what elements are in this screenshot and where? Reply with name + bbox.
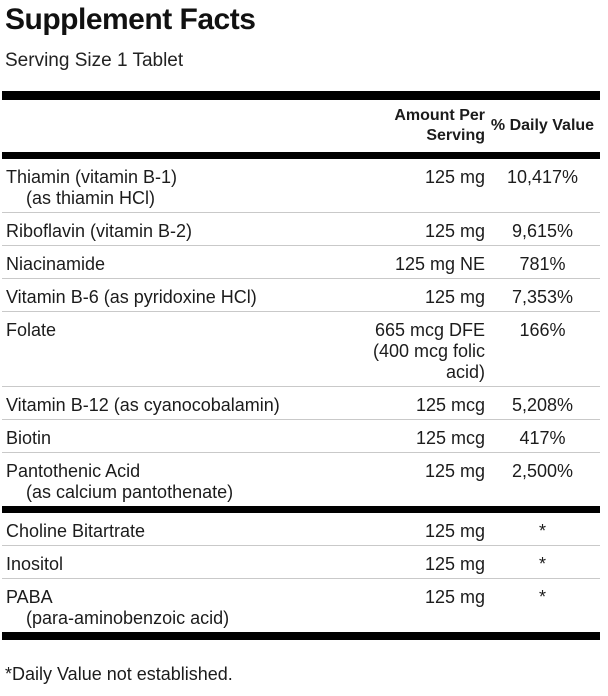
nutrient-name: Vitamin B-6 (as pyridoxine HCl): [2, 287, 355, 308]
nutrient-daily-value: 417%: [519, 428, 566, 448]
nutrient-daily-value: *: [538, 587, 546, 607]
nutrient-name: PABA (para-aminobenzoic acid): [2, 587, 355, 629]
table-row-riboflavin: Riboflavin (vitamin B-2) 125 mg 9,615%: [2, 213, 600, 246]
table-row-folate: Folate 665 mcg DFE (400 mcg folic acid) …: [2, 312, 600, 387]
nutrient-daily-value: 781%: [519, 254, 566, 274]
supplement-facts-panel: Supplement Facts Serving Size 1 Tablet A…: [2, 3, 600, 686]
nutrient-amount: 125 mg: [424, 521, 485, 541]
nutrient-name-line1: PABA: [6, 587, 53, 607]
nutrient-amount: 125 mcg: [415, 428, 485, 448]
nutrient-name: Niacinamide: [2, 254, 355, 275]
nutrient-name: Pantothenic Acid (as calcium pantothenate…: [2, 461, 355, 503]
nutrient-amount: 125 mg: [424, 461, 485, 481]
nutrient-daily-value: *: [538, 521, 546, 541]
section-bar-bottom: [2, 632, 600, 640]
table-row-vitamin-b6: Vitamin B-6 (as pyridoxine HCl) 125 mg 7…: [2, 279, 600, 312]
nutrient-name-line1: Thiamin (vitamin B-1): [6, 167, 178, 187]
nutrient-daily-value: 10,417%: [506, 167, 579, 187]
table-row-pantothenic-acid: Pantothenic Acid (as calcium pantothenate…: [2, 453, 600, 506]
nutrient-name: Inositol: [2, 554, 355, 575]
table-row-choline-bitartrate: Choline Bitartrate 125 mg *: [2, 513, 600, 546]
amount-column-header: Amount Per Serving: [394, 107, 485, 144]
nutrient-daily-value: 2,500%: [511, 461, 574, 481]
table-row-thiamin: Thiamin (vitamin B-1) (as thiamin HCl) 12…: [2, 159, 600, 213]
nutrient-daily-value: 9,615%: [511, 221, 574, 241]
nutrient-name: Thiamin (vitamin B-1) (as thiamin HCl): [2, 167, 355, 209]
section-bar-header: [2, 152, 600, 159]
nutrient-name-line1: Riboflavin (vitamin B-2): [6, 221, 193, 241]
nutrient-amount: 125 mg: [424, 554, 485, 574]
nutrient-name: Vitamin B-12 (as cyanocobalamin): [2, 395, 355, 416]
nutrient-name-line1: Vitamin B-12 (as cyanocobalamin): [6, 395, 280, 415]
nutrient-name-line1: Vitamin B-6 (as pyridoxine HCl): [6, 287, 257, 307]
nutrient-name: Riboflavin (vitamin B-2): [2, 221, 355, 242]
table-header: Amount Per Serving % Daily Value: [2, 100, 600, 152]
daily-value-footnote: *Daily Value not established.: [5, 664, 233, 684]
serving-size: Serving Size 1 Tablet: [5, 50, 184, 71]
nutrient-name-line1: Inositol: [6, 554, 64, 574]
nutrient-name-line1: Pantothenic Acid: [6, 461, 141, 481]
nutrient-amount: 125 mg NE: [394, 254, 485, 274]
table-row-biotin: Biotin 125 mcg 417%: [2, 420, 600, 453]
nutrient-daily-value: 7,353%: [511, 287, 574, 307]
table-row-niacinamide: Niacinamide 125 mg NE 781%: [2, 246, 600, 279]
table-row-inositol: Inositol 125 mg *: [2, 546, 600, 579]
nutrient-name-line1: Folate: [6, 320, 57, 340]
table-row-paba: PABA (para-aminobenzoic acid) 125 mg *: [2, 579, 600, 632]
nutrient-name: Choline Bitartrate: [2, 521, 355, 542]
nutrient-name-line2: (as calcium pantothenate): [26, 482, 234, 502]
nutrient-name: Biotin: [2, 428, 355, 449]
nutrient-daily-value: 5,208%: [511, 395, 574, 415]
panel-title: Supplement Facts: [5, 3, 256, 36]
nutrient-daily-value: 166%: [519, 320, 566, 340]
nutrient-name-line2: (as thiamin HCl): [26, 188, 156, 208]
daily-value-column-header: % Daily Value: [490, 117, 595, 134]
nutrient-name-line1: Biotin: [6, 428, 52, 448]
nutrient-name-line1: Niacinamide: [6, 254, 106, 274]
nutrient-amount: 125 mcg: [415, 395, 485, 415]
nutrient-amount: 125 mg: [424, 587, 485, 607]
nutrient-amount: 125 mg: [424, 221, 485, 241]
nutrient-amount: 125 mg: [424, 167, 485, 187]
nutrient-name-line2: (para-aminobenzoic acid): [26, 608, 230, 628]
nutrient-daily-value: *: [538, 554, 546, 574]
nutrient-amount: 665 mcg DFE (400 mcg folic acid): [372, 320, 485, 382]
section-bar-top: [2, 91, 600, 100]
section-bar-middle: [2, 506, 600, 513]
nutrient-name-line1: Choline Bitartrate: [6, 521, 146, 541]
nutrient-name: Folate: [2, 320, 355, 383]
nutrient-amount: 125 mg: [424, 287, 485, 307]
table-row-vitamin-b12: Vitamin B-12 (as cyanocobalamin) 125 mcg…: [2, 387, 600, 420]
